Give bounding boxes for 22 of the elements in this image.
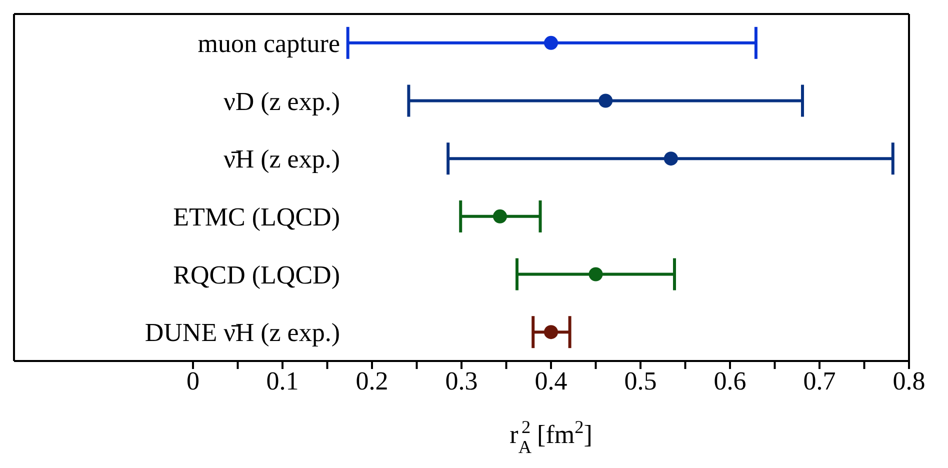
x-tick-label: 0.1: [266, 366, 299, 396]
y-tick-label: ν̄H (z exp.): [224, 144, 340, 174]
y-tick-label: RQCD (LQCD): [173, 260, 340, 290]
point: [588, 267, 603, 282]
y-tick-label: DUNE ν̄H (z exp.): [144, 318, 340, 348]
x-tick-label: 0.4: [534, 366, 568, 396]
x-tick-label: 0.5: [624, 366, 657, 396]
x-tick-label: 0.7: [803, 366, 836, 396]
x-tick-label: 0.8: [892, 366, 926, 396]
point: [544, 36, 558, 50]
x-tick-label: 0.6: [714, 366, 746, 396]
x-tick-label: 0.2: [356, 366, 388, 396]
x-tick-label: 0.3: [445, 366, 478, 396]
point: [492, 209, 507, 224]
x-tick-label: 0: [186, 366, 200, 396]
y-tick-label: muon capture: [198, 28, 340, 58]
x-axis-title: r$_{A}$$^{2}$ [fm$^{2}$]: [510, 417, 592, 457]
y-tick-label: νD (z exp.): [224, 86, 340, 116]
point: [664, 152, 678, 166]
point: [598, 94, 613, 108]
y-tick-label: ETMC (LQCD): [173, 202, 340, 232]
point: [544, 325, 558, 340]
